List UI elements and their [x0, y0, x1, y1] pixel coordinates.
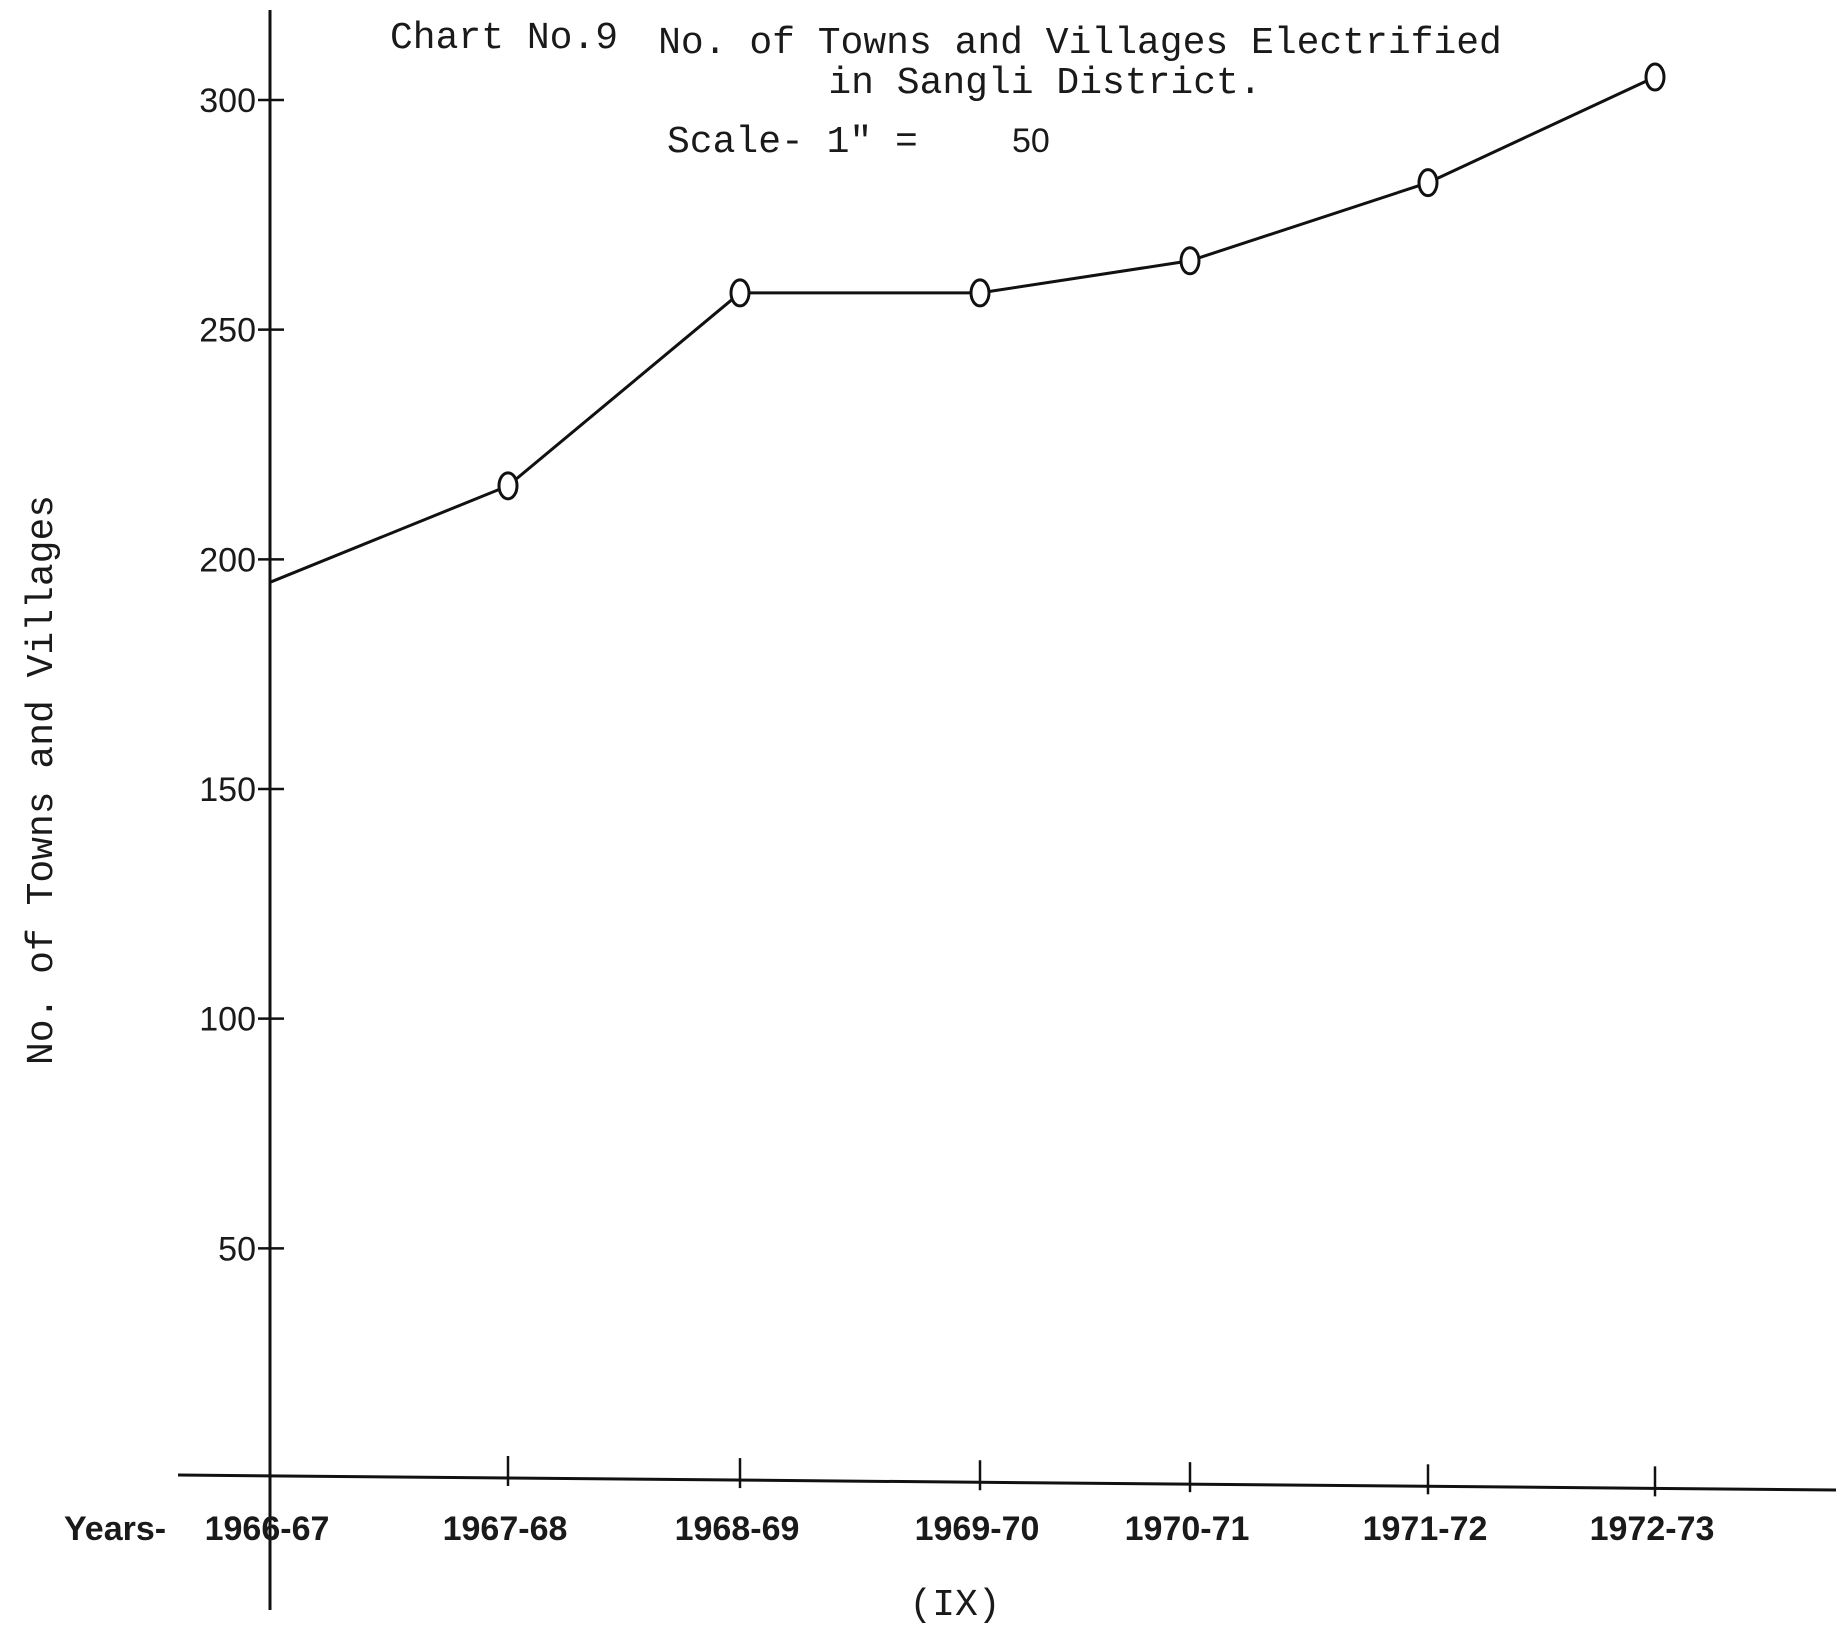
chart-title-line-2: in Sangli District.: [828, 62, 1261, 105]
footer-label: (IX): [909, 1584, 1000, 1625]
x-tick-label: 1970-71: [1125, 1510, 1250, 1548]
x-tick-label: 1968-69: [675, 1510, 800, 1548]
y-tick-label: 250: [199, 312, 256, 350]
x-ticks: [506, 1455, 1657, 1497]
y-tick-label: 100: [199, 1001, 256, 1039]
x-tick-label: 1966-67: [205, 1510, 330, 1548]
y-tick-label: 200: [199, 541, 256, 579]
scale-value: 50: [1012, 122, 1050, 160]
x-tick-labels: 1966-67 1967-68 1968-69 1969-70 1970-71 1971-…: [205, 1510, 1715, 1548]
chart-header: Chart No.9 No. of Towns and Villages Ele…: [390, 17, 1502, 164]
y-axis-label: No. of Towns and Villages: [21, 495, 64, 1065]
y-tick-label: 300: [199, 82, 256, 120]
data-point: [729, 278, 751, 308]
x-tick-label: 1971-72: [1363, 1510, 1488, 1548]
x-tick-label: 1969-70: [915, 1510, 1040, 1548]
series-line: [269, 75, 1656, 584]
data-point: [1644, 62, 1666, 92]
data-point: [969, 278, 991, 308]
x-tick-label: 1972-73: [1590, 1510, 1715, 1548]
scale-label: Scale- 1" =: [667, 121, 918, 164]
x-axis-prefix: Years-: [64, 1510, 166, 1548]
x-axis: [177, 1473, 1836, 1492]
chart-title-line-1: No. of Towns and Villages Electrified: [658, 22, 1502, 65]
series-layer: [269, 62, 1666, 584]
y-ticks: 50 100 150 200 250 300: [199, 82, 284, 1268]
y-tick-label: 50: [218, 1230, 256, 1268]
data-point: [1179, 246, 1201, 276]
y-tick-label: 150: [199, 771, 256, 809]
chart-number: Chart No.9: [390, 17, 618, 60]
x-tick-label: 1967-68: [443, 1510, 568, 1548]
data-point: [1417, 168, 1439, 198]
data-point: [497, 471, 519, 501]
